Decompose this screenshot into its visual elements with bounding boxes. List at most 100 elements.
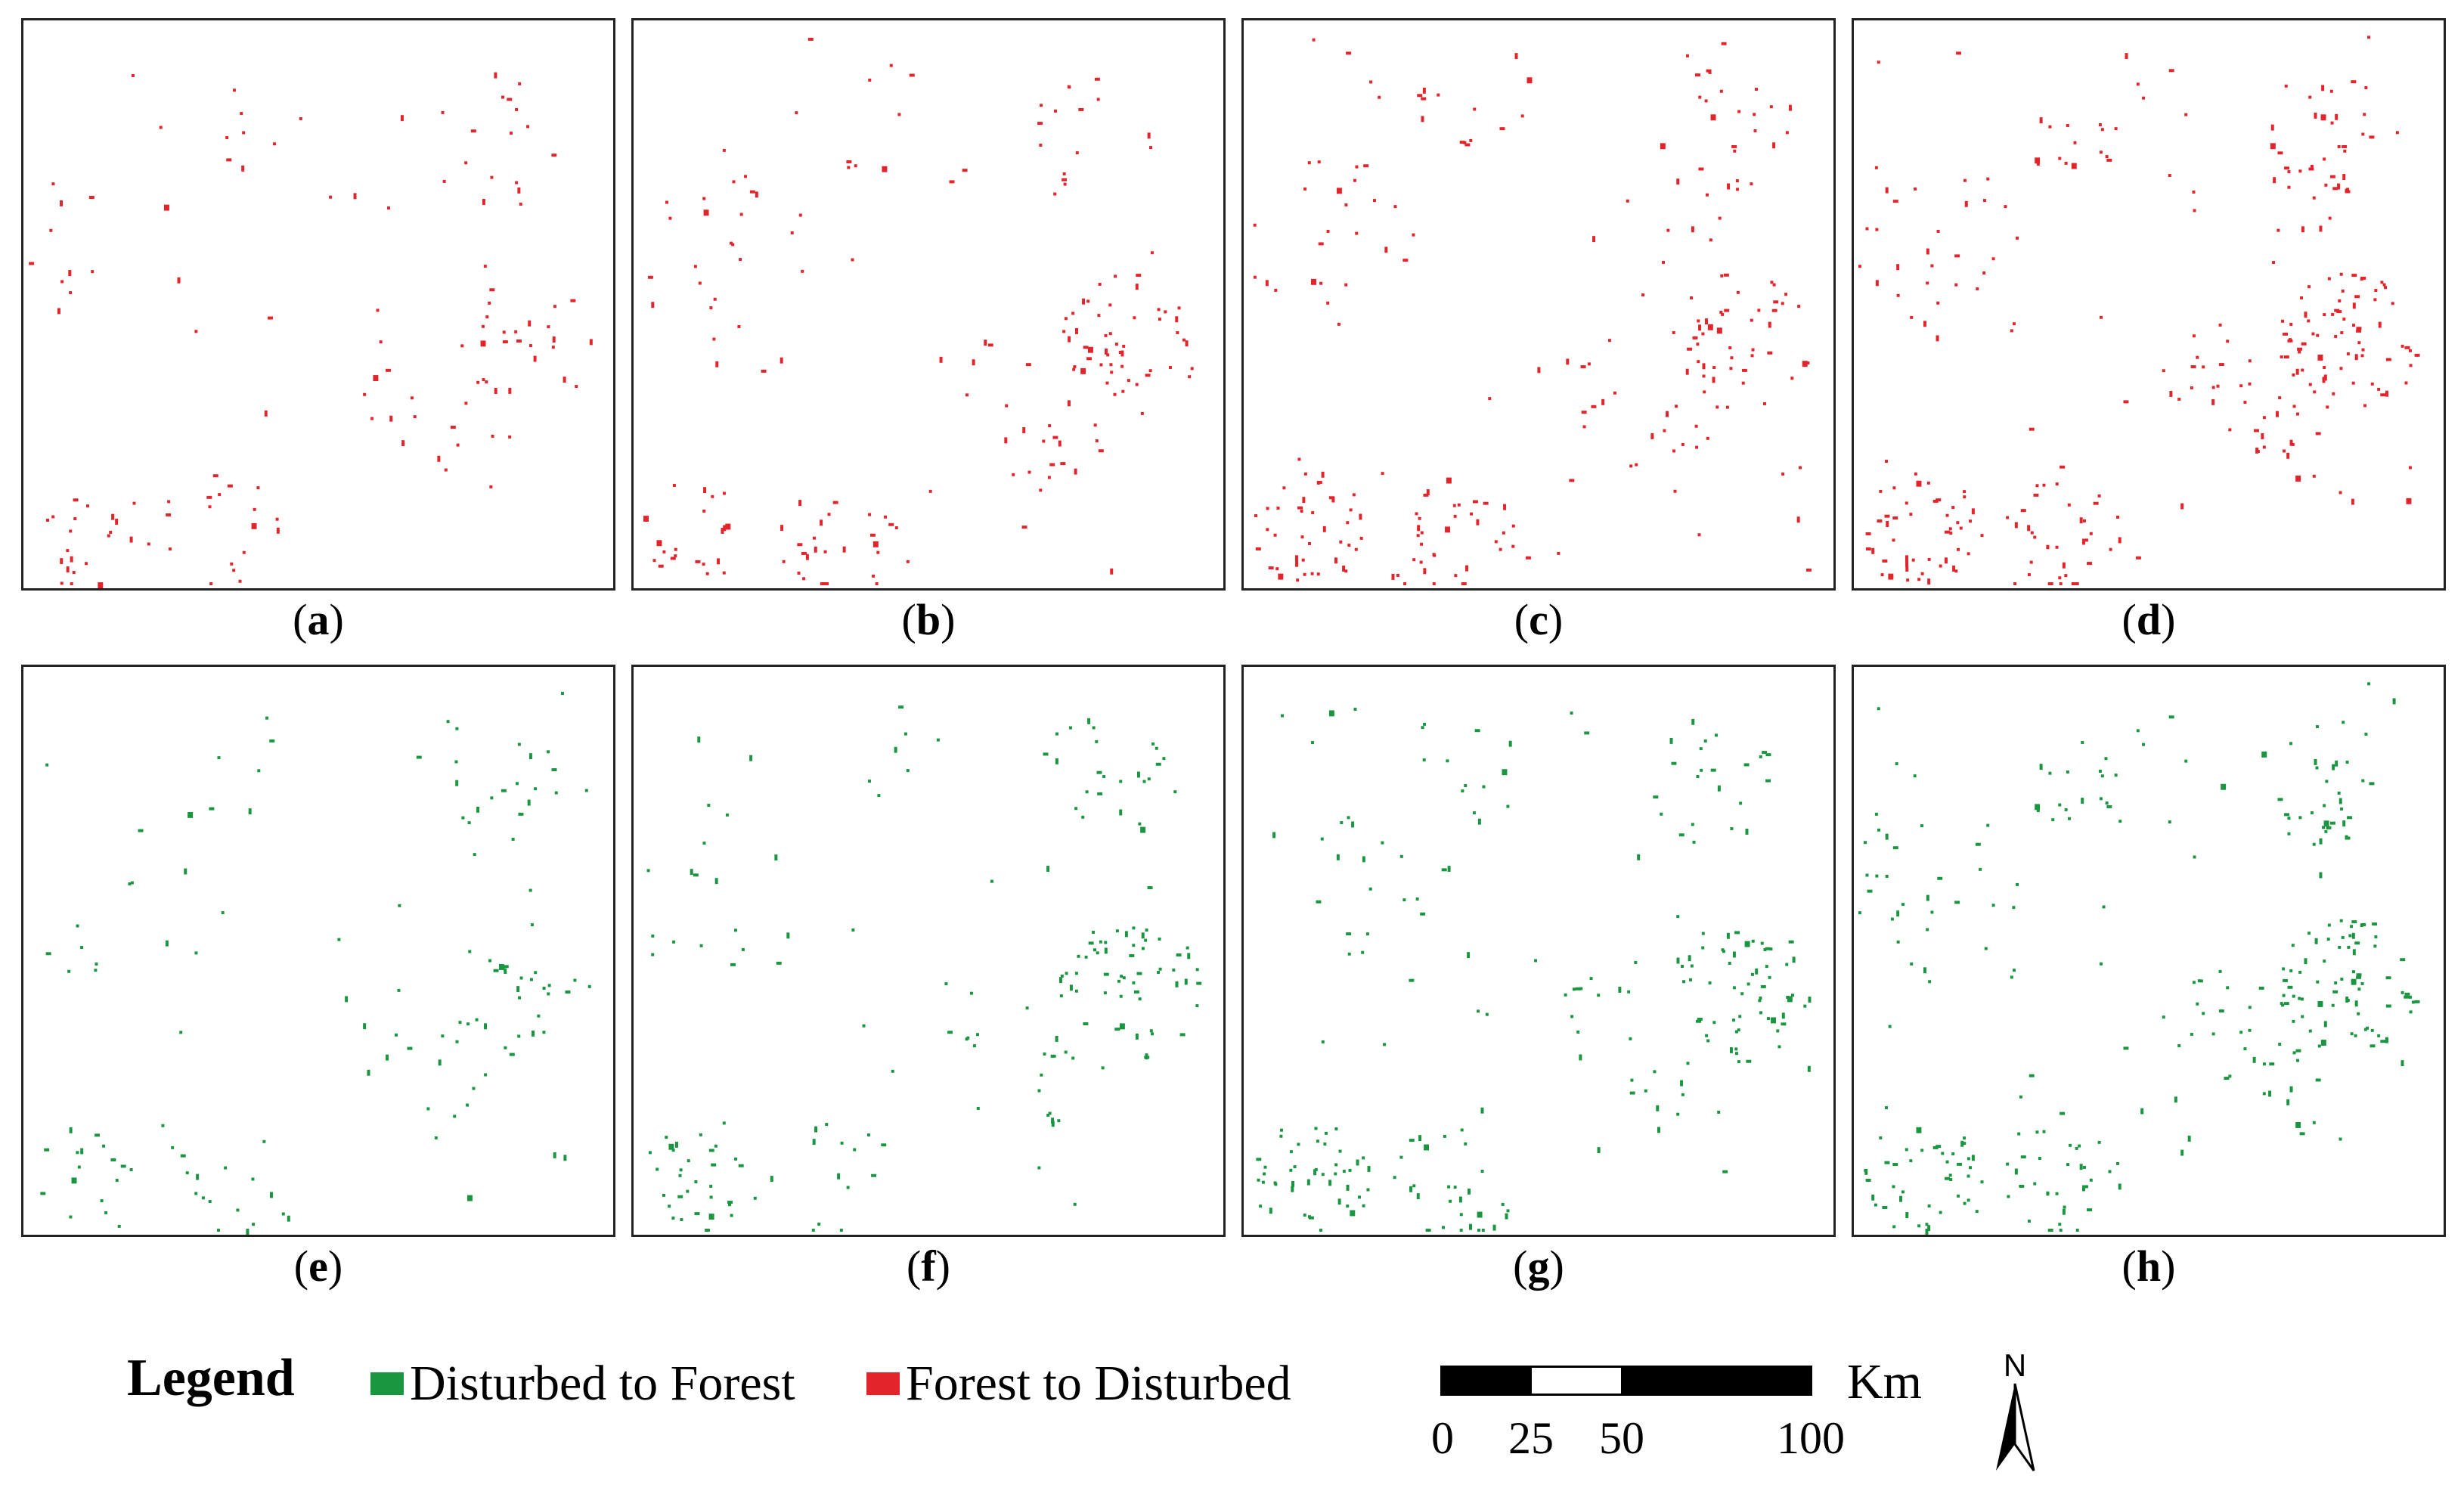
- change-pixel: [1690, 964, 1694, 968]
- change-pixel: [2350, 925, 2354, 929]
- change-pixel: [774, 854, 778, 861]
- change-pixel: [2269, 1062, 2275, 1066]
- change-pixel: [1145, 374, 1151, 377]
- caption-f: (f): [907, 1242, 950, 1291]
- change-pixel: [2071, 163, 2077, 169]
- change-pixel: [1393, 1176, 1396, 1180]
- change-pixel: [1114, 1028, 1120, 1031]
- change-pixel: [2047, 582, 2053, 586]
- change-pixel: [467, 821, 471, 825]
- change-pixel: [1874, 812, 1878, 816]
- change-pixel: [1896, 264, 1900, 271]
- change-pixel: [2046, 1191, 2050, 1195]
- change-pixel: [1055, 732, 1058, 736]
- change-pixel: [690, 869, 693, 876]
- change-pixel: [188, 811, 194, 818]
- change-pixel: [1326, 301, 1330, 305]
- change-pixel: [2340, 978, 2344, 981]
- change-pixel: [888, 522, 894, 526]
- change-pixel: [1195, 1004, 1199, 1008]
- change-pixel: [2027, 525, 2031, 532]
- change-pixel: [1477, 1009, 1480, 1013]
- change-pixel: [1060, 974, 1064, 978]
- change-pixel: [1069, 984, 1073, 991]
- change-pixel: [1926, 281, 1929, 285]
- change-pixel: [2289, 1086, 2293, 1093]
- change-pixel: [1676, 178, 1680, 185]
- change-pixel: [551, 768, 557, 771]
- change-pixel: [1177, 306, 1181, 310]
- change-pixel: [1423, 568, 1427, 575]
- change-pixel: [1499, 547, 1502, 551]
- change-pixel: [437, 455, 441, 462]
- change-pixel: [73, 517, 77, 521]
- change-pixel: [1399, 854, 1403, 858]
- change-pixel: [868, 513, 872, 516]
- change-pixel: [373, 375, 379, 381]
- change-pixel: [1737, 1060, 1740, 1064]
- change-pixel: [2308, 383, 2312, 386]
- change-pixel: [1480, 1170, 1484, 1173]
- points-layer: [1256, 708, 1812, 1232]
- change-pixel: [1737, 110, 1741, 113]
- change-pixel: [2118, 537, 2122, 544]
- change-pixel: [1703, 390, 1706, 394]
- change-pixel: [2331, 1003, 2335, 1007]
- change-pixel: [1914, 472, 1917, 476]
- change-pixel: [587, 984, 591, 988]
- change-pixel: [453, 1115, 457, 1118]
- red-swatch-icon: [866, 1372, 900, 1395]
- change-pixel: [367, 1069, 370, 1076]
- change-pixel: [2276, 228, 2280, 232]
- change-pixel: [1696, 775, 1700, 779]
- change-pixel: [2006, 1162, 2010, 1166]
- change-pixel: [1676, 1112, 1680, 1116]
- change-pixel: [1936, 335, 1939, 342]
- change-pixel: [1736, 188, 1740, 191]
- change-pixel: [530, 923, 534, 927]
- change-pixel: [1048, 1111, 1052, 1115]
- change-pixel: [441, 110, 445, 114]
- change-pixel: [2100, 774, 2104, 778]
- change-pixel: [1896, 293, 1900, 297]
- change-pixel: [379, 340, 383, 344]
- change-pixel: [1381, 472, 1384, 476]
- change-pixel: [2335, 113, 2338, 120]
- change-pixel: [1062, 172, 1066, 175]
- change-pixel: [1607, 339, 1611, 343]
- change-pixel: [1506, 805, 1510, 808]
- change-pixel: [1326, 229, 1330, 233]
- change-pixel: [2348, 934, 2352, 938]
- change-pixel: [1289, 1150, 1293, 1154]
- change-pixel: [1776, 1029, 1780, 1033]
- change-pixel: [1687, 347, 1693, 351]
- change-pixel: [2099, 797, 2103, 801]
- change-pixel: [389, 415, 393, 422]
- change-pixel: [1274, 1183, 1278, 1186]
- change-pixel: [2193, 855, 2196, 859]
- change-pixel: [2287, 817, 2291, 820]
- change-pixel: [2339, 367, 2343, 370]
- change-pixel: [1884, 1161, 1890, 1164]
- change-pixel: [2400, 958, 2406, 962]
- change-pixel: [236, 1208, 240, 1212]
- change-pixel: [1356, 1159, 1359, 1166]
- change-pixel: [1300, 510, 1303, 513]
- change-pixel: [1502, 531, 1505, 535]
- change-pixel: [2316, 980, 2320, 984]
- change-pixel: [2314, 112, 2317, 119]
- change-pixel: [1927, 1225, 1931, 1232]
- change-pixel: [2020, 1155, 2026, 1159]
- change-pixel: [2079, 1164, 2083, 1170]
- change-pixel: [2106, 158, 2112, 162]
- change-pixel: [2035, 1130, 2039, 1134]
- change-pixel: [1307, 161, 1311, 165]
- change-pixel: [1926, 248, 1929, 255]
- change-pixel: [2322, 377, 2326, 383]
- change-pixel: [1895, 762, 1898, 766]
- change-pixel: [1597, 1147, 1601, 1154]
- change-pixel: [1396, 573, 1399, 577]
- change-pixel: [721, 528, 724, 534]
- change-pixel: [1120, 364, 1124, 368]
- change-pixel: [1676, 957, 1680, 964]
